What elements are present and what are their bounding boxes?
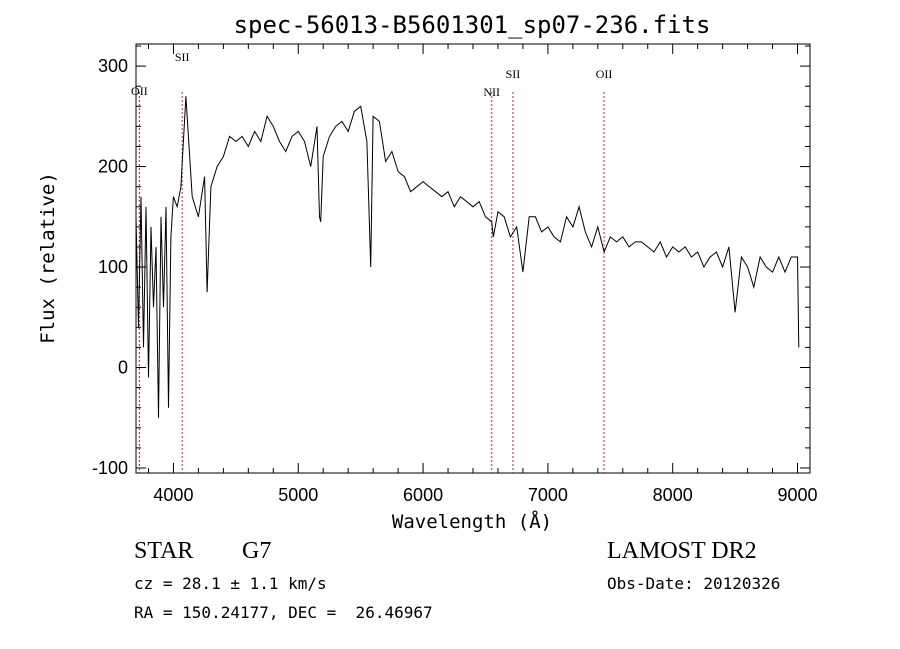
emission-line-label: OII [596, 67, 613, 81]
x-tick-label: 6000 [403, 485, 443, 505]
emission-line-label: NII [483, 85, 500, 99]
x-tick-label: 5000 [278, 485, 318, 505]
emission-line-label: SII [175, 50, 190, 64]
x-tick-label: 9000 [777, 485, 817, 505]
observation-date: Obs-Date: 20120326 [607, 574, 781, 593]
x-tick-label: 8000 [653, 485, 693, 505]
coordinates: RA = 150.24177, DEC = 26.46967 [134, 603, 433, 622]
axis-ticks: 4000 5000 6000 7000 8000 9000 -100 0 100 200 300 [92, 44, 818, 505]
spectrum-series [135, 96, 800, 418]
emission-line-label: SII [506, 67, 521, 81]
spectrum-chart: spec-56013-B5601301_sp07-236.fits 4000 50… [37, 11, 818, 533]
x-tick-label: 7000 [528, 485, 568, 505]
object-class: STAR [134, 538, 194, 564]
redshift-value: cz = 28.1 ± 1.1 km/s [134, 574, 327, 593]
chart-title: spec-56013-B5601301_sp07-236.fits [234, 11, 711, 39]
survey-name: LAMOST DR2 [607, 538, 757, 564]
x-tick-label: 4000 [153, 485, 193, 505]
y-tick-label: 100 [98, 257, 128, 277]
y-tick-label: -100 [92, 458, 128, 478]
y-axis-label: Flux (relative) [37, 172, 59, 344]
emission-line-label: OII [131, 84, 148, 98]
y-tick-label: 200 [98, 157, 128, 177]
spectrum-line [135, 96, 800, 418]
y-tick-label: 300 [98, 56, 128, 76]
object-subclass: G7 [242, 538, 272, 564]
y-tick-label: 0 [118, 358, 128, 378]
x-axis-label: Wavelength (Å) [392, 510, 552, 533]
emission-line-markers: OII SII NII SII OII [131, 50, 612, 473]
